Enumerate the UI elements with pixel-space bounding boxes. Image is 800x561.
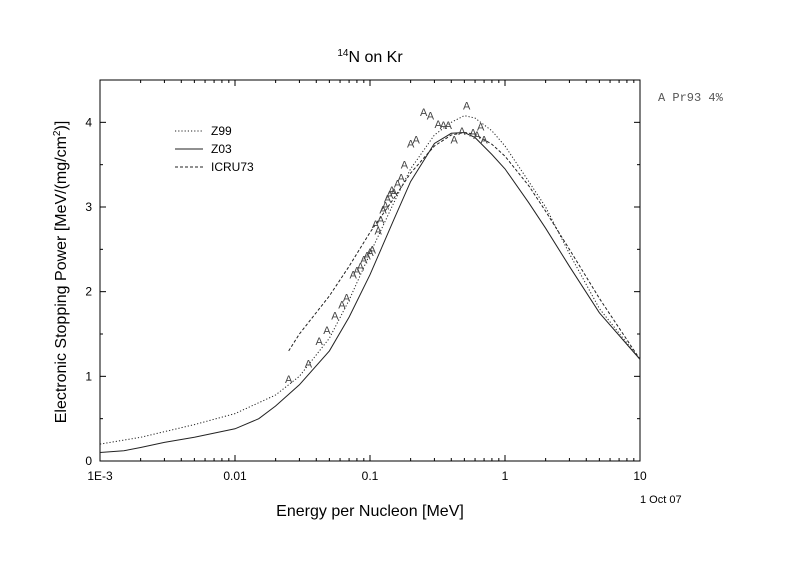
y-axis-title: Electronic Stopping Power [MeV/(mg/cm2)] bbox=[52, 121, 70, 424]
y-tick-label: 1 bbox=[85, 369, 92, 383]
data-marker: A bbox=[349, 270, 357, 282]
x-tick-label: 0.1 bbox=[362, 469, 379, 483]
data-marker: A bbox=[343, 293, 351, 305]
data-marker: A bbox=[363, 250, 371, 262]
data-marker: A bbox=[360, 254, 368, 266]
data-marker: A bbox=[285, 374, 293, 386]
data-marker: A bbox=[379, 205, 387, 217]
x-tick-label: 1E-3 bbox=[87, 469, 113, 483]
data-marker: A bbox=[394, 178, 402, 190]
data-marker: A bbox=[435, 119, 443, 131]
data-marker: A bbox=[473, 130, 481, 142]
data-marker: A bbox=[338, 299, 346, 311]
axis-ticks: 1E-3 0.01 0.1 1 10 0 1 2 3 4 bbox=[85, 80, 647, 483]
series-line-icru73 bbox=[288, 131, 641, 360]
y-tick-label: 3 bbox=[85, 200, 92, 214]
data-marker: A bbox=[397, 172, 405, 184]
series-layer bbox=[99, 115, 641, 453]
data-marker: A bbox=[331, 310, 339, 322]
chart-title-main: N on Kr bbox=[348, 49, 403, 66]
legend-label-z99: Z99 bbox=[211, 124, 232, 138]
data-marker: A bbox=[375, 226, 383, 238]
data-marker: A bbox=[353, 266, 361, 278]
data-marker: A bbox=[445, 120, 453, 132]
y-axis-title-main: Electronic Stopping Power [MeV/(mg/cm bbox=[53, 136, 70, 423]
legend: Z99 Z03 ICRU73 bbox=[175, 124, 254, 174]
data-marker: A bbox=[372, 219, 380, 231]
data-marker: A bbox=[469, 127, 477, 139]
data-marker: A bbox=[407, 139, 415, 151]
x-axis-title: Energy per Nucleon [MeV] bbox=[276, 503, 464, 520]
data-marker: A bbox=[384, 194, 392, 206]
chart-title-superscript: 14 bbox=[337, 48, 349, 59]
y-tick-label: 2 bbox=[85, 285, 92, 299]
y-axis-title-superscript: 2 bbox=[52, 130, 63, 136]
date-annotation: 1 Oct 07 bbox=[640, 494, 682, 506]
data-marker: A bbox=[386, 189, 394, 201]
data-marker: A bbox=[377, 215, 385, 227]
data-marker: A bbox=[458, 126, 466, 138]
data-marker: A bbox=[413, 134, 421, 146]
plot-border bbox=[99, 79, 641, 462]
x-tick-label: 10 bbox=[633, 469, 647, 483]
data-marker: A bbox=[390, 187, 398, 199]
chart-title: 14N on Kr bbox=[337, 48, 403, 66]
series-line-z99 bbox=[99, 115, 641, 445]
y-axis-title-end: )] bbox=[53, 121, 70, 131]
data-marker: A bbox=[323, 325, 331, 337]
y-tick-label: 4 bbox=[85, 115, 92, 129]
data-marker: A bbox=[388, 185, 396, 197]
data-marker: A bbox=[440, 120, 448, 132]
data-marker: A bbox=[401, 160, 409, 172]
x-tick-label: 0.01 bbox=[223, 469, 247, 483]
data-marker: A bbox=[369, 244, 377, 256]
x-tick-label: 1 bbox=[502, 469, 509, 483]
data-marker: A bbox=[315, 336, 323, 348]
marker-series-label: A Pr93 4% bbox=[658, 91, 724, 105]
legend-label-z03: Z03 bbox=[211, 142, 232, 156]
data-marker: A bbox=[305, 359, 313, 371]
legend-label-icru73: ICRU73 bbox=[211, 160, 254, 174]
data-marker: A bbox=[357, 261, 365, 273]
series-line-z03 bbox=[99, 131, 641, 453]
data-marker: A bbox=[420, 107, 428, 119]
data-marker: A bbox=[450, 134, 458, 146]
data-marker: A bbox=[427, 111, 435, 123]
y-tick-label: 0 bbox=[85, 454, 92, 468]
data-marker: A bbox=[480, 134, 488, 146]
data-marker: A bbox=[477, 122, 485, 134]
data-marker: A bbox=[366, 247, 374, 259]
data-marker: A bbox=[463, 100, 471, 112]
plot-area bbox=[99, 79, 641, 462]
data-marker: A bbox=[382, 200, 390, 212]
